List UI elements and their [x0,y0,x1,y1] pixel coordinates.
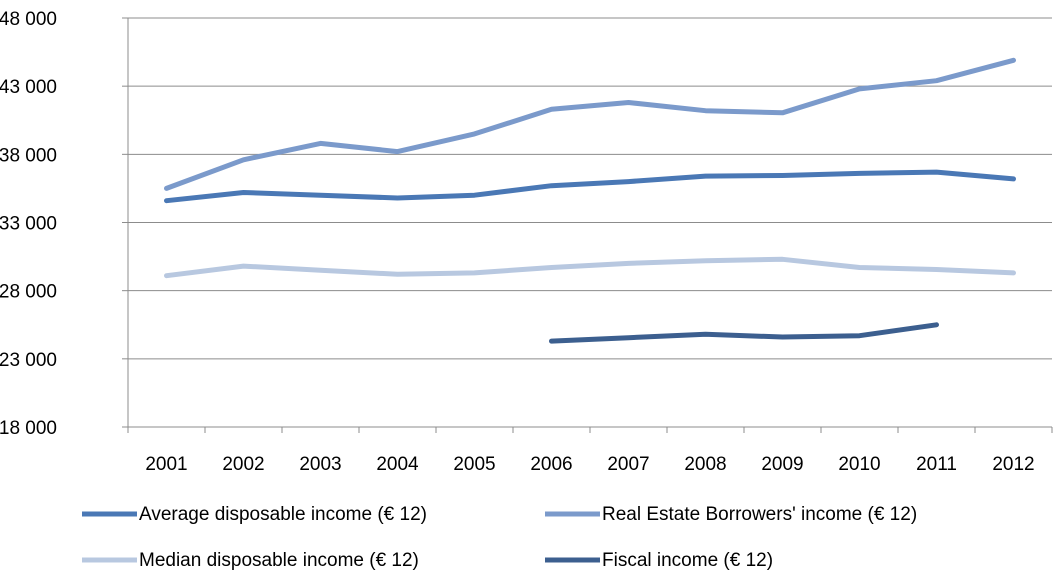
series-lines [164,57,1016,344]
y-tick-label: 48 000 [0,9,57,30]
x-tick-label: 2009 [761,454,803,475]
legend-label: Median disposable income (€ 12) [139,550,419,571]
series-line-3 [164,256,1016,279]
y-tick-label: 38 000 [0,145,57,166]
x-tick-label: 2007 [607,454,649,475]
y-axis-tick-labels: 18 000 23 000 28 000 33 000 38 000 43 000 48 0… [0,9,57,439]
legend-item: Fiscal income (€ 12) [545,550,773,571]
x-tick-label: 2012 [992,454,1034,475]
x-tick-label: 2006 [530,454,572,475]
series-line-2 [164,57,1016,191]
legend-item: Median disposable income (€ 12) [82,550,419,571]
axes [122,17,1053,433]
y-tick-label: 18 000 [0,418,57,439]
x-tick-label: 2002 [222,454,264,475]
x-axis-tick-labels: 2001 2002 2003 2004 2005 2006 2007 2008 2009 2010… [145,454,1034,475]
x-tick-label: 2011 [916,454,957,475]
legend-label: Fiscal income (€ 12) [602,550,773,571]
y-tick-label: 33 000 [0,214,57,235]
legend-item: Real Estate Borrowers' income (€ 12) [545,504,917,525]
legend-item: Average disposable income (€ 12) [82,504,427,525]
y-tick-label: 43 000 [0,77,57,98]
legend-label: Average disposable income (€ 12) [139,504,427,525]
y-tick-label: 28 000 [0,282,57,303]
series-line-4 [549,322,939,344]
series-line-1 [164,169,1016,204]
legend-label: Real Estate Borrowers' income (€ 12) [602,504,917,525]
gridlines [128,17,1052,360]
x-tick-label: 2001 [145,454,187,475]
x-tick-label: 2005 [453,454,495,475]
x-tick-label: 2010 [838,454,880,475]
legend: Average disposable income (€ 12) Real Est… [82,504,917,571]
y-tick-label: 23 000 [0,350,57,371]
x-tick-label: 2003 [299,454,341,475]
x-tick-label: 2008 [684,454,726,475]
x-tick-label: 2004 [376,454,419,475]
